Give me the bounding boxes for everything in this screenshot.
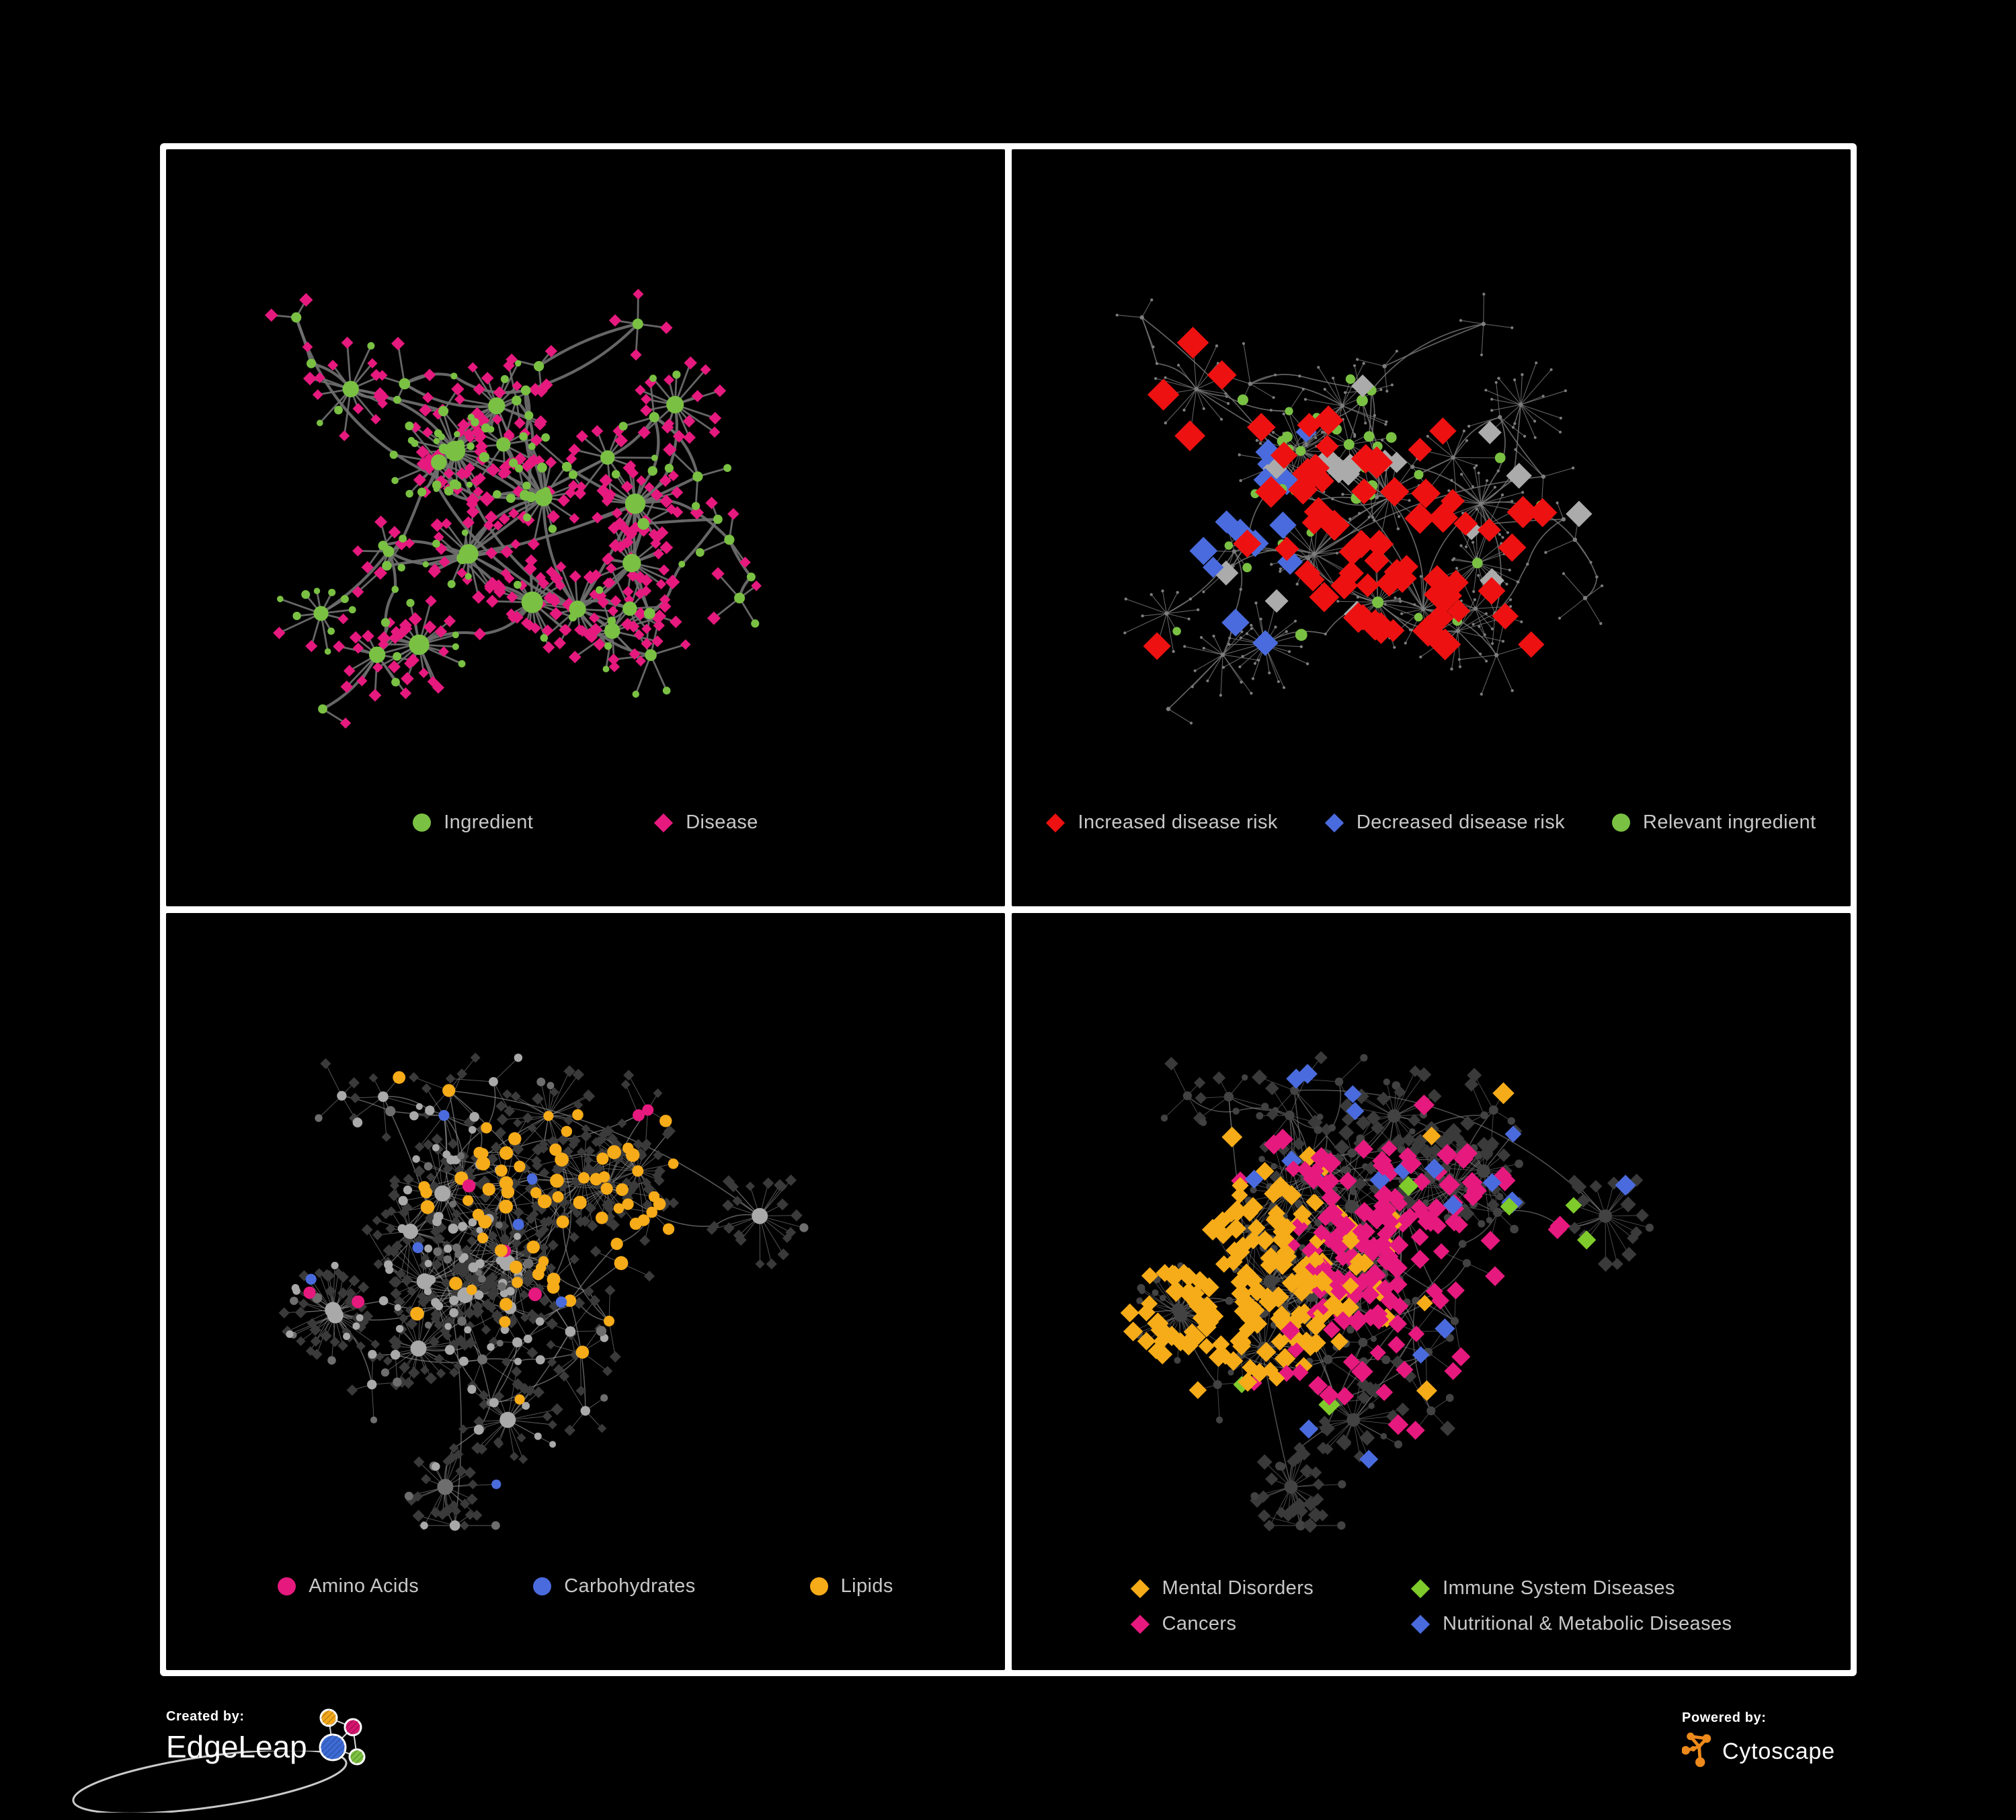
legend-label: Nutritional & Metabolic Diseases [1443,1613,1732,1634]
legend-label: Decreased disease risk [1356,812,1566,833]
increased-disease-risk-diamond-icon [1046,813,1065,832]
legend-item-increased-disease-risk: Increased disease risk [1046,812,1277,834]
legend-disease-classes: Mental Disorders Immune System Diseases Ca… [1012,1577,1851,1635]
nutritional-and-metabolic-diseases-diamond-icon [1411,1614,1430,1634]
legend-item-ingredient: Ingredient [413,812,533,834]
cytoscape-wordmark: Cytoscape [1722,1738,1835,1764]
legend-label: Ingredient [444,812,534,833]
legend-label: Immune System Diseases [1443,1577,1675,1599]
panel-nutrient-classes: Amino Acids Carbohydrates Lipids [166,913,1005,1670]
panel-disease-risk: Increased disease risk Decreased disease … [1012,149,1851,906]
lipids-circle-icon [809,1577,828,1595]
edgeleap-wordmark: EdgeLeap [166,1729,307,1764]
legend-item-decreased-disease-risk: Decreased disease risk [1324,812,1566,834]
relevant-ingredient-circle-icon [1612,814,1631,832]
legend-label: Cancers [1162,1613,1237,1634]
created-by-label: Created by: [166,1709,245,1724]
created-by-block: Created by: EdgeLeap [72,1708,370,1813]
decreased-disease-risk-diamond-icon [1324,813,1344,832]
legend-ingredient-disease: Ingredient Disease [166,812,1005,834]
legend-label: Amino Acids [309,1575,419,1597]
edgeleap-brand-row: EdgeLeap [72,1708,370,1813]
legend-label: Carbohydrates [564,1575,696,1597]
legend-label: Lipids [840,1575,893,1597]
panels-grid: Ingredient Disease Increased disease risk… [160,143,1857,1676]
legend-item-amino-acids: Amino Acids [278,1575,419,1597]
network-nutrient-classes-svg [278,1052,809,1531]
powered-by-block: Powered by: Cytoscape [1682,1710,1835,1773]
edgeleap-swoosh-icon [72,1751,348,1813]
mental-disorders-diamond-icon [1130,1579,1150,1598]
legend-label: Mental Disorders [1162,1577,1314,1599]
legend-item-mental-disorders: Mental Disorders [1130,1577,1314,1599]
legend-item-cancers: Cancers [1130,1613,1237,1635]
ingredient-circle-icon [413,814,432,832]
legend-item-nutritional-and-metabolic-diseases: Nutritional & Metabolic Diseases [1411,1613,1732,1635]
network-disease-classes-svg [1120,1051,1654,1534]
legend-item-lipids: Lipids [809,1575,893,1597]
cytoscape-brand-row: Cytoscape [1682,1730,1835,1773]
carbohydrates-circle-icon [533,1577,552,1595]
powered-by-label: Powered by: [1682,1710,1767,1725]
legend-nutrient-classes: Amino Acids Carbohydrates Lipids [166,1575,1005,1597]
immune-system-diseases-diamond-icon [1411,1579,1430,1598]
legend-item-disease: Disease [654,812,758,834]
network-ingredient-disease-svg [264,288,762,729]
legend-item-immune-system-diseases: Immune System Diseases [1411,1577,1675,1599]
panel-ingredient-disease: Ingredient Disease [166,149,1005,906]
panel-disease-classes: Mental Disorders Immune System Diseases Ca… [1012,913,1851,1670]
legend-label: Increased disease risk [1078,812,1278,833]
legend-label: Disease [686,812,758,833]
amino-acids-circle-icon [278,1577,296,1595]
legend-item-carbohydrates: Carbohydrates [533,1575,695,1597]
legend-disease-risk: Increased disease risk Decreased disease … [1012,812,1851,834]
disease-diamond-icon [654,813,674,832]
legend-label: Relevant ingredient [1643,812,1816,833]
legend-item-relevant-ingredient: Relevant ingredient [1612,812,1816,834]
edgeleap-logo-icon [319,1708,366,1766]
cytoscape-logo-icon [1682,1733,1711,1768]
network-disease-risk-svg [1115,292,1604,725]
cancers-diamond-icon [1130,1614,1150,1634]
